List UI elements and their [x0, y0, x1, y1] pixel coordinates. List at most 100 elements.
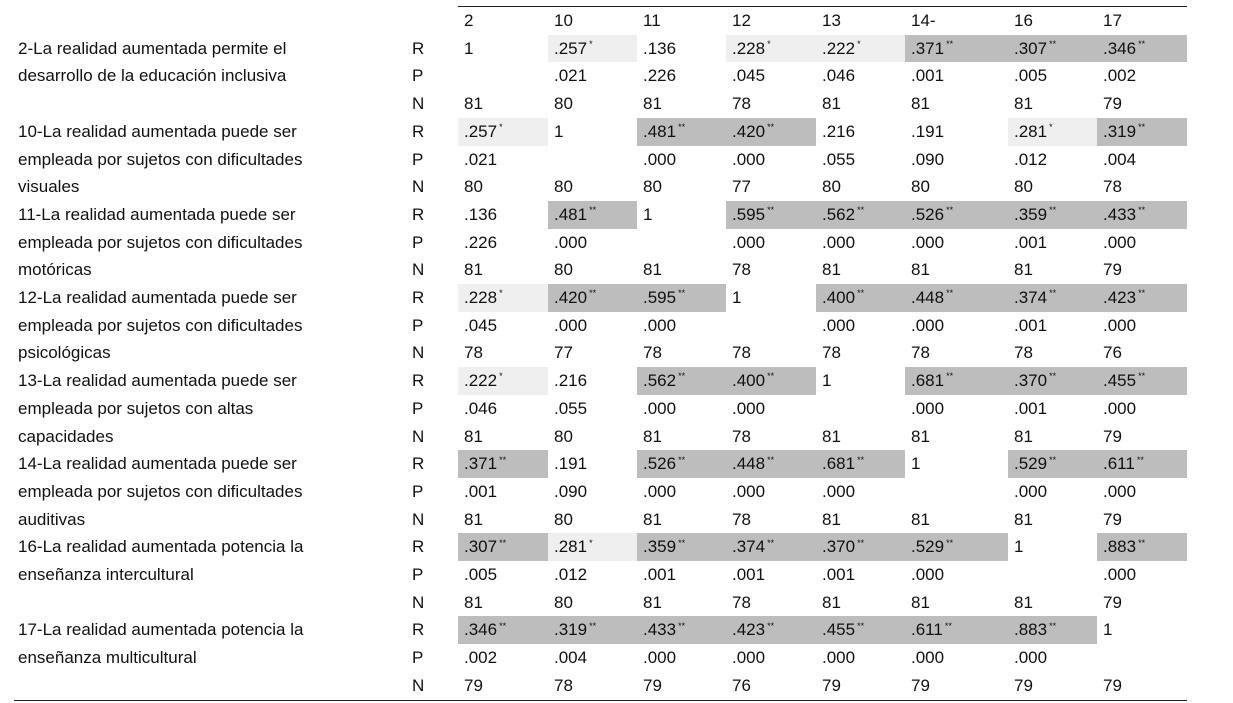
table-row: enseñanza multicultural P .002 .004 .000 .000…	[14, 644, 1187, 672]
cell-value: 1	[732, 288, 742, 308]
row-label: 14-La realidad aumentada puede ser	[18, 454, 297, 474]
n-cell: 79	[1097, 671, 1187, 701]
p-value-cell: .090	[911, 149, 945, 169]
correlation-cell: .448 **	[905, 284, 1008, 312]
table-body: 2-La realidad aumentada permite el R 1 .257…	[14, 34, 1187, 701]
p-value-cell: .000	[1014, 481, 1048, 501]
correlation-cell: 1	[726, 284, 816, 312]
p-value-cell: .000	[1103, 481, 1137, 501]
n-cell: 79	[905, 671, 1008, 701]
significance-marker: *	[589, 39, 593, 50]
cell-value: 1	[822, 371, 832, 391]
p-value-cell: .000	[822, 232, 856, 252]
n-cell: 79	[1103, 94, 1122, 114]
n-cell: 81	[643, 94, 662, 114]
significance-marker: **	[767, 122, 775, 133]
correlation-cell: 1	[905, 450, 1008, 478]
column-header: 13	[816, 5, 905, 35]
row-label: desarrollo de la educación inclusiva	[18, 66, 287, 86]
correlation-cell: .359 **	[637, 533, 726, 562]
table-row: auditivas N 81 80 81 78 81 81 81 79	[14, 506, 1187, 534]
n-cell: 79	[1008, 671, 1097, 701]
stat-label: N	[412, 426, 425, 446]
stat-label: P	[412, 315, 424, 335]
stat-label: N	[412, 509, 425, 529]
stat-label: P	[412, 648, 424, 668]
significance-marker: **	[678, 537, 686, 548]
row-label: 13-La realidad aumentada puede ser	[18, 371, 297, 391]
cell-value: .681	[822, 454, 856, 474]
p-value-cell: .001	[822, 565, 856, 585]
table-row: 2-La realidad aumentada permite el R 1 .257…	[14, 34, 1187, 63]
n-cell: 81	[911, 509, 930, 529]
n-cell: 81	[643, 260, 662, 280]
correlation-cell: .595 **	[637, 284, 726, 312]
significance-marker: **	[944, 620, 952, 631]
p-value-cell: .000	[732, 149, 766, 169]
cell-value: .595	[732, 204, 766, 224]
p-value-cell	[726, 312, 816, 340]
n-cell: 77	[554, 343, 573, 363]
p-value-cell	[637, 229, 726, 257]
stat-label: N	[412, 260, 425, 280]
n-cell: 78	[1014, 343, 1033, 363]
row-label	[14, 90, 406, 118]
column-header: 14-	[905, 5, 1008, 35]
cell-value: .222	[464, 371, 498, 391]
n-cell: 81	[1014, 426, 1033, 446]
n-cell: 78	[732, 260, 751, 280]
correlation-cell: .400 **	[816, 284, 905, 312]
correlation-cell: .191	[905, 118, 1008, 146]
n-cell: 81	[464, 94, 483, 114]
cell-value: .420	[554, 288, 588, 308]
cell-value: .420	[732, 121, 766, 141]
significance-marker: *	[499, 288, 503, 299]
cell-value: .455	[822, 620, 856, 640]
n-cell: 81	[643, 509, 662, 529]
row-label: auditivas	[18, 509, 86, 529]
row-label: 16-La realidad aumentada potencia la	[18, 537, 304, 557]
correlation-cell: .433 **	[637, 616, 726, 645]
cell-value: 1	[911, 454, 921, 474]
n-cell: 81	[464, 260, 483, 280]
p-value-cell	[458, 62, 548, 90]
cell-value: .370	[1014, 371, 1048, 391]
row-label: capacidades	[18, 426, 114, 446]
cell-value: .216	[822, 121, 856, 141]
row-label: 2-La realidad aumentada permite el	[18, 38, 287, 58]
correlation-cell: .319 **	[548, 616, 637, 645]
p-value-cell: .000	[911, 315, 945, 335]
significance-marker: *	[857, 39, 861, 50]
cell-value: .228	[464, 288, 498, 308]
p-value-cell: .005	[464, 565, 498, 585]
correlation-cell: .359 **	[1008, 200, 1097, 229]
p-value-cell: .000	[911, 565, 945, 585]
table-row: N 81 80 81 78 81 81 81 79	[14, 90, 1187, 118]
p-value-cell: .000	[732, 481, 766, 501]
n-cell: 78	[732, 94, 751, 114]
n-cell: 78	[822, 343, 841, 363]
table-row: 12-La realidad aumentada puede ser R .228 *…	[14, 284, 1187, 312]
correlation-cell: .400 **	[726, 367, 816, 395]
n-cell: 80	[464, 177, 483, 197]
cell-value: .136	[464, 204, 498, 224]
stat-label: P	[412, 66, 424, 86]
significance-marker: **	[1049, 454, 1057, 465]
correlation-cell: 1	[458, 35, 548, 63]
cell-value: .370	[822, 537, 856, 557]
significance-marker: **	[499, 454, 507, 465]
cell-value: .481	[554, 204, 588, 224]
n-cell: 80	[822, 177, 841, 197]
cell-value: .319	[1103, 121, 1137, 141]
p-value-cell: .012	[554, 565, 588, 585]
correlation-cell: .433 **	[1097, 200, 1187, 229]
correlation-cell: .191	[548, 450, 637, 478]
cell-value: .307	[464, 537, 498, 557]
n-cell: 81	[911, 260, 930, 280]
significance-marker: **	[1049, 288, 1057, 299]
significance-marker: **	[589, 288, 597, 299]
correlation-cell: .281 *	[1008, 117, 1097, 146]
row-label: empleada por sujetos con dificultades	[18, 149, 303, 169]
p-value-cell: .000	[1014, 648, 1048, 668]
row-label: 11-La realidad aumentada puede ser	[18, 204, 296, 224]
